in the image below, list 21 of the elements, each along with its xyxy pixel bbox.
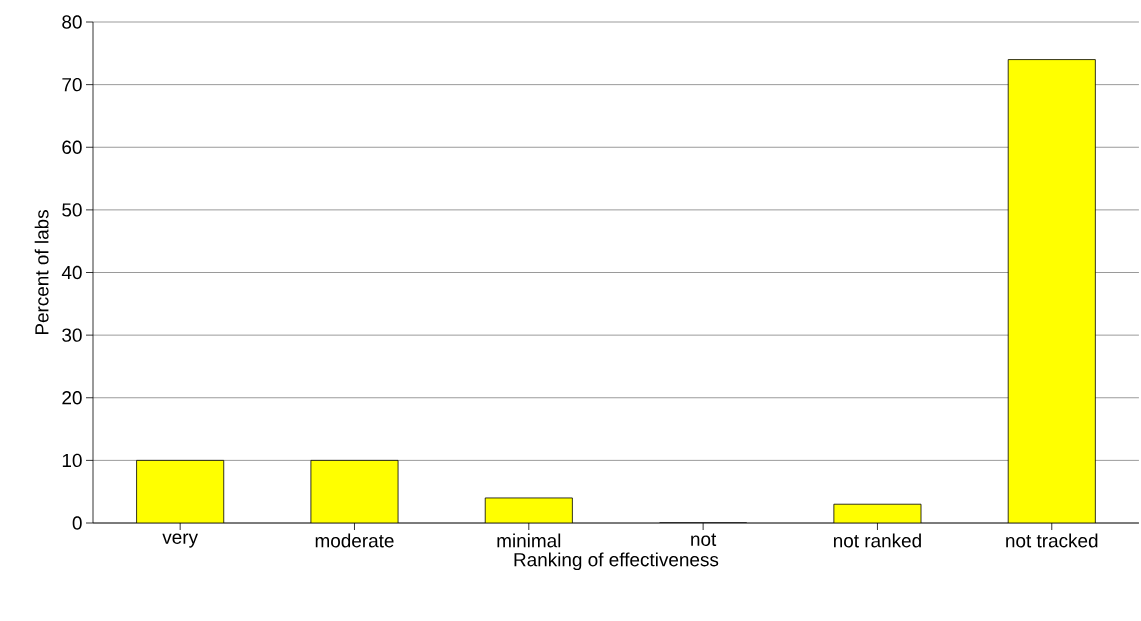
y-tick-label: 30 — [62, 328, 82, 342]
y-tick-label: 70 — [62, 77, 82, 92]
x-tick-label: moderate — [315, 533, 394, 548]
y-tick-label: 50 — [62, 203, 82, 217]
y-tick-label: 20 — [62, 391, 82, 405]
y-tick-label: 60 — [62, 140, 82, 154]
bar — [485, 497, 573, 523]
x-tick-label: not tracked — [1006, 533, 1098, 548]
x-tick-label: not — [691, 533, 717, 546]
x-tick-label: very — [162, 533, 198, 548]
bar — [136, 460, 224, 523]
x-axis-title: Ranking of effectiveness — [514, 552, 719, 571]
y-tick-label: 10 — [62, 453, 82, 468]
y-axis-title: Percent of labs — [34, 210, 49, 335]
bar — [1007, 59, 1096, 523]
y-tick-label: 0 — [72, 516, 82, 530]
x-tick-label: not ranked — [833, 533, 921, 548]
y-tick-label: 80 — [62, 15, 82, 29]
y-tick-label: 40 — [61, 265, 82, 280]
x-tick-label: minimal — [497, 533, 561, 548]
bar — [310, 460, 399, 523]
